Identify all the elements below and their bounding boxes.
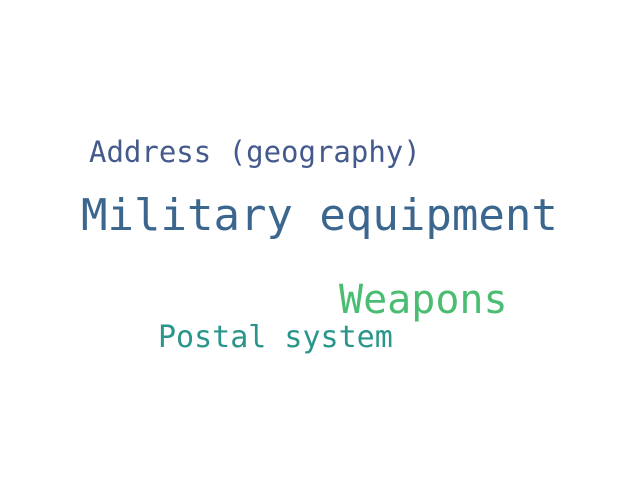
word-military-equipment: Military equipment — [81, 190, 558, 241]
word-weapons: Weapons — [339, 277, 508, 323]
word-address-geography: Address (geography) — [89, 135, 421, 169]
word-postal-system: Postal system — [158, 320, 393, 355]
